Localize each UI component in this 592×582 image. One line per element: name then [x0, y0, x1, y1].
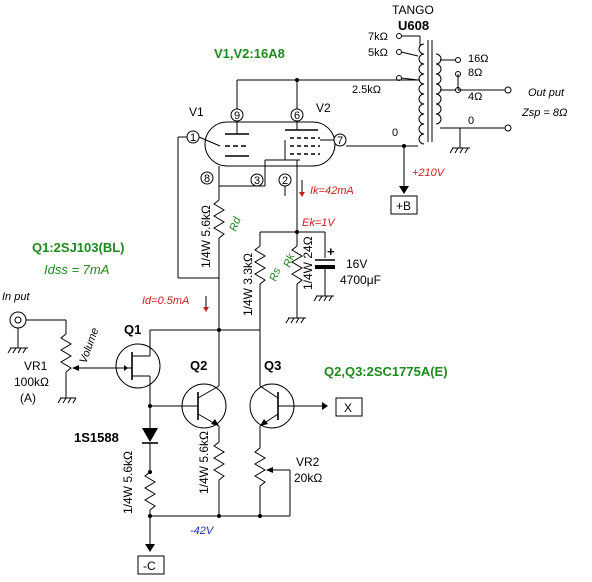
q1-label: Q1	[124, 322, 141, 337]
tap-5k-label: 5kΩ	[368, 47, 388, 59]
tap-0-label: 0	[392, 127, 398, 139]
diode-1s1588: 1S1588	[74, 424, 158, 472]
rd-name: Rd	[228, 215, 244, 233]
tube-title: V1,V2:16A8	[214, 46, 285, 61]
id-current: Id=0.5mA	[142, 295, 189, 307]
pin-2: 2	[282, 175, 288, 187]
input-jack: In put	[2, 291, 66, 354]
pin-6: 6	[294, 110, 300, 122]
vr1-curve: (A)	[20, 391, 36, 405]
input-label: In put	[2, 291, 30, 303]
q1-idss: Idss = 7mA	[44, 262, 109, 277]
output-transformer: TANGO U608 7kΩ 5kΩ 2.5kΩ 0 16Ω 8Ω 4Ω	[352, 3, 567, 154]
transformer-model: U608	[398, 18, 429, 33]
pin-1: 1	[190, 132, 196, 144]
q3-label: Q3	[264, 358, 281, 373]
vr1-value: 100kΩ	[14, 375, 49, 389]
tube-16a8: V1,V2:16A8 V1 V2 9 6 1 7 8	[186, 46, 404, 187]
q3-transistor: Q3 X	[249, 330, 363, 448]
b-voltage: +210V	[412, 167, 446, 179]
rs-name: Rs	[268, 266, 284, 283]
pin-3: 3	[254, 175, 260, 187]
sec-4-label: 4Ω	[468, 91, 482, 103]
c-voltage: -42V	[190, 525, 215, 537]
r-low-left-value: 1/4W 5.6kΩ	[121, 451, 135, 514]
sec-8-label: 8Ω	[468, 67, 482, 79]
q1-jfet: Q1	[115, 322, 161, 424]
volume-label: Volume	[78, 326, 102, 365]
pin-7: 7	[337, 135, 343, 147]
vr2-value: 20kΩ	[294, 471, 322, 485]
rk-name: Rk	[282, 252, 298, 269]
pin-8: 8	[204, 173, 210, 185]
tap-7k-label: 7kΩ	[368, 31, 388, 43]
resistor-low-mid: 1/4W 5.6kΩ	[197, 431, 225, 516]
output-impedance: Zsp = 8Ω	[521, 107, 567, 119]
pin-9: 9	[234, 110, 240, 122]
vr1-name: VR1	[24, 359, 48, 373]
resistor-rs: 1/4W 3.3kΩ Rs	[241, 232, 284, 330]
c-minus-label: -C	[143, 559, 156, 573]
rd-value: 1/4W 5.6kΩ	[199, 205, 213, 268]
q23-part-number: Q2,Q3:2SC1775A(E)	[324, 364, 448, 379]
sec-16-label: 16Ω	[468, 53, 488, 65]
tube-v1-label: V1	[189, 105, 204, 119]
q2-label: Q2	[190, 358, 207, 373]
svg-text:+: +	[327, 244, 335, 259]
b-plus-label: +B	[396, 199, 411, 213]
rk-value: 1/4W 24Ω	[301, 236, 315, 290]
ck-capacitance: 4700μF	[340, 273, 381, 287]
x-output-label: X	[344, 401, 352, 415]
tap-2k5-label: 2.5kΩ	[352, 84, 381, 96]
diode-label: 1S1588	[74, 430, 119, 445]
q1-part-number: Q1:2SJ103(BL)	[32, 240, 124, 255]
ck-voltage: 16V	[346, 257, 367, 271]
resistor-rk: 1/4W 24Ω Rk	[282, 232, 315, 324]
output-label: Out put	[528, 87, 565, 99]
resistor-low-left: 1/4W 5.6kΩ -C	[121, 451, 165, 575]
ik-current: Ik=42mA	[310, 185, 354, 197]
vr2-trim: VR2 20kΩ	[254, 447, 322, 516]
capacitor-ck: + 16V 4700μF	[313, 232, 381, 302]
tube-v2-label: V2	[316, 101, 331, 115]
resistor-rd: 1/4W 5.6kΩ Rd	[199, 199, 244, 330]
vr2-name: VR2	[296, 455, 320, 469]
r-low-mid-value: 1/4W 5.6kΩ	[197, 431, 211, 494]
rs-value: 1/4W 3.3kΩ	[241, 253, 255, 316]
ek-voltage: Ek=1V	[302, 217, 336, 229]
q2-transistor: Q2	[178, 330, 227, 442]
transformer-brand: TANGO	[392, 3, 434, 17]
vr1-volume: VR1 100kΩ (A) Volume	[14, 320, 120, 405]
sec-0-label: 0	[468, 115, 474, 127]
b-plus-box	[390, 195, 418, 215]
